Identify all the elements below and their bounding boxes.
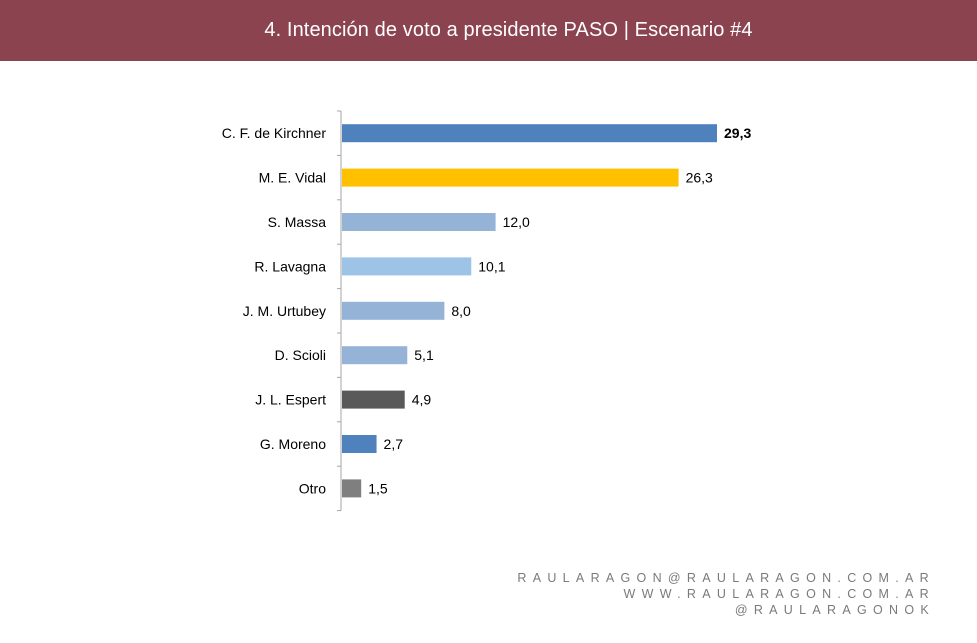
category-label: S. Massa — [268, 214, 327, 230]
footer-handle: @RAULARAGONOK — [734, 603, 935, 617]
bar — [342, 213, 496, 231]
footer-contact: RAULARAGON@RAULARAGON.COM.AR WWW.RAULARA… — [517, 570, 935, 618]
category-label: J. L. Espert — [255, 392, 326, 408]
bar — [342, 301, 445, 320]
category-label: G. Moreno — [260, 436, 326, 452]
category-label: R. Lavagna — [254, 258, 326, 274]
chart-title: 4. Intención de voto a presidente PASO |… — [264, 19, 753, 41]
footer-website: WWW.RAULARAGON.COM.AR — [623, 587, 935, 601]
value-label: 5,1 — [414, 347, 434, 363]
value-label: 4,9 — [412, 392, 432, 408]
category-label: C. F. de Kirchner — [222, 125, 327, 141]
header-bar: 4. Intención de voto a presidente PASO |… — [0, 0, 977, 61]
bar — [342, 390, 405, 409]
bar — [342, 257, 472, 276]
bar — [342, 479, 362, 498]
bar — [342, 168, 679, 187]
bar — [342, 346, 408, 365]
value-label: 29,3 — [724, 125, 751, 141]
category-label: Otro — [299, 480, 326, 496]
value-label: 12,0 — [503, 214, 530, 230]
value-label: 10,1 — [478, 258, 505, 274]
category-label: D. Scioli — [275, 347, 326, 363]
bar — [342, 435, 377, 453]
value-label: 2,7 — [384, 436, 404, 452]
category-label: M. E. Vidal — [259, 170, 326, 186]
value-label: 1,5 — [368, 480, 388, 496]
value-label: 26,3 — [686, 170, 713, 186]
footer-email: RAULARAGON@RAULARAGON.COM.AR — [517, 571, 935, 585]
value-label: 8,0 — [451, 303, 471, 319]
bar — [342, 124, 717, 143]
category-label: J. M. Urtubey — [243, 303, 326, 319]
